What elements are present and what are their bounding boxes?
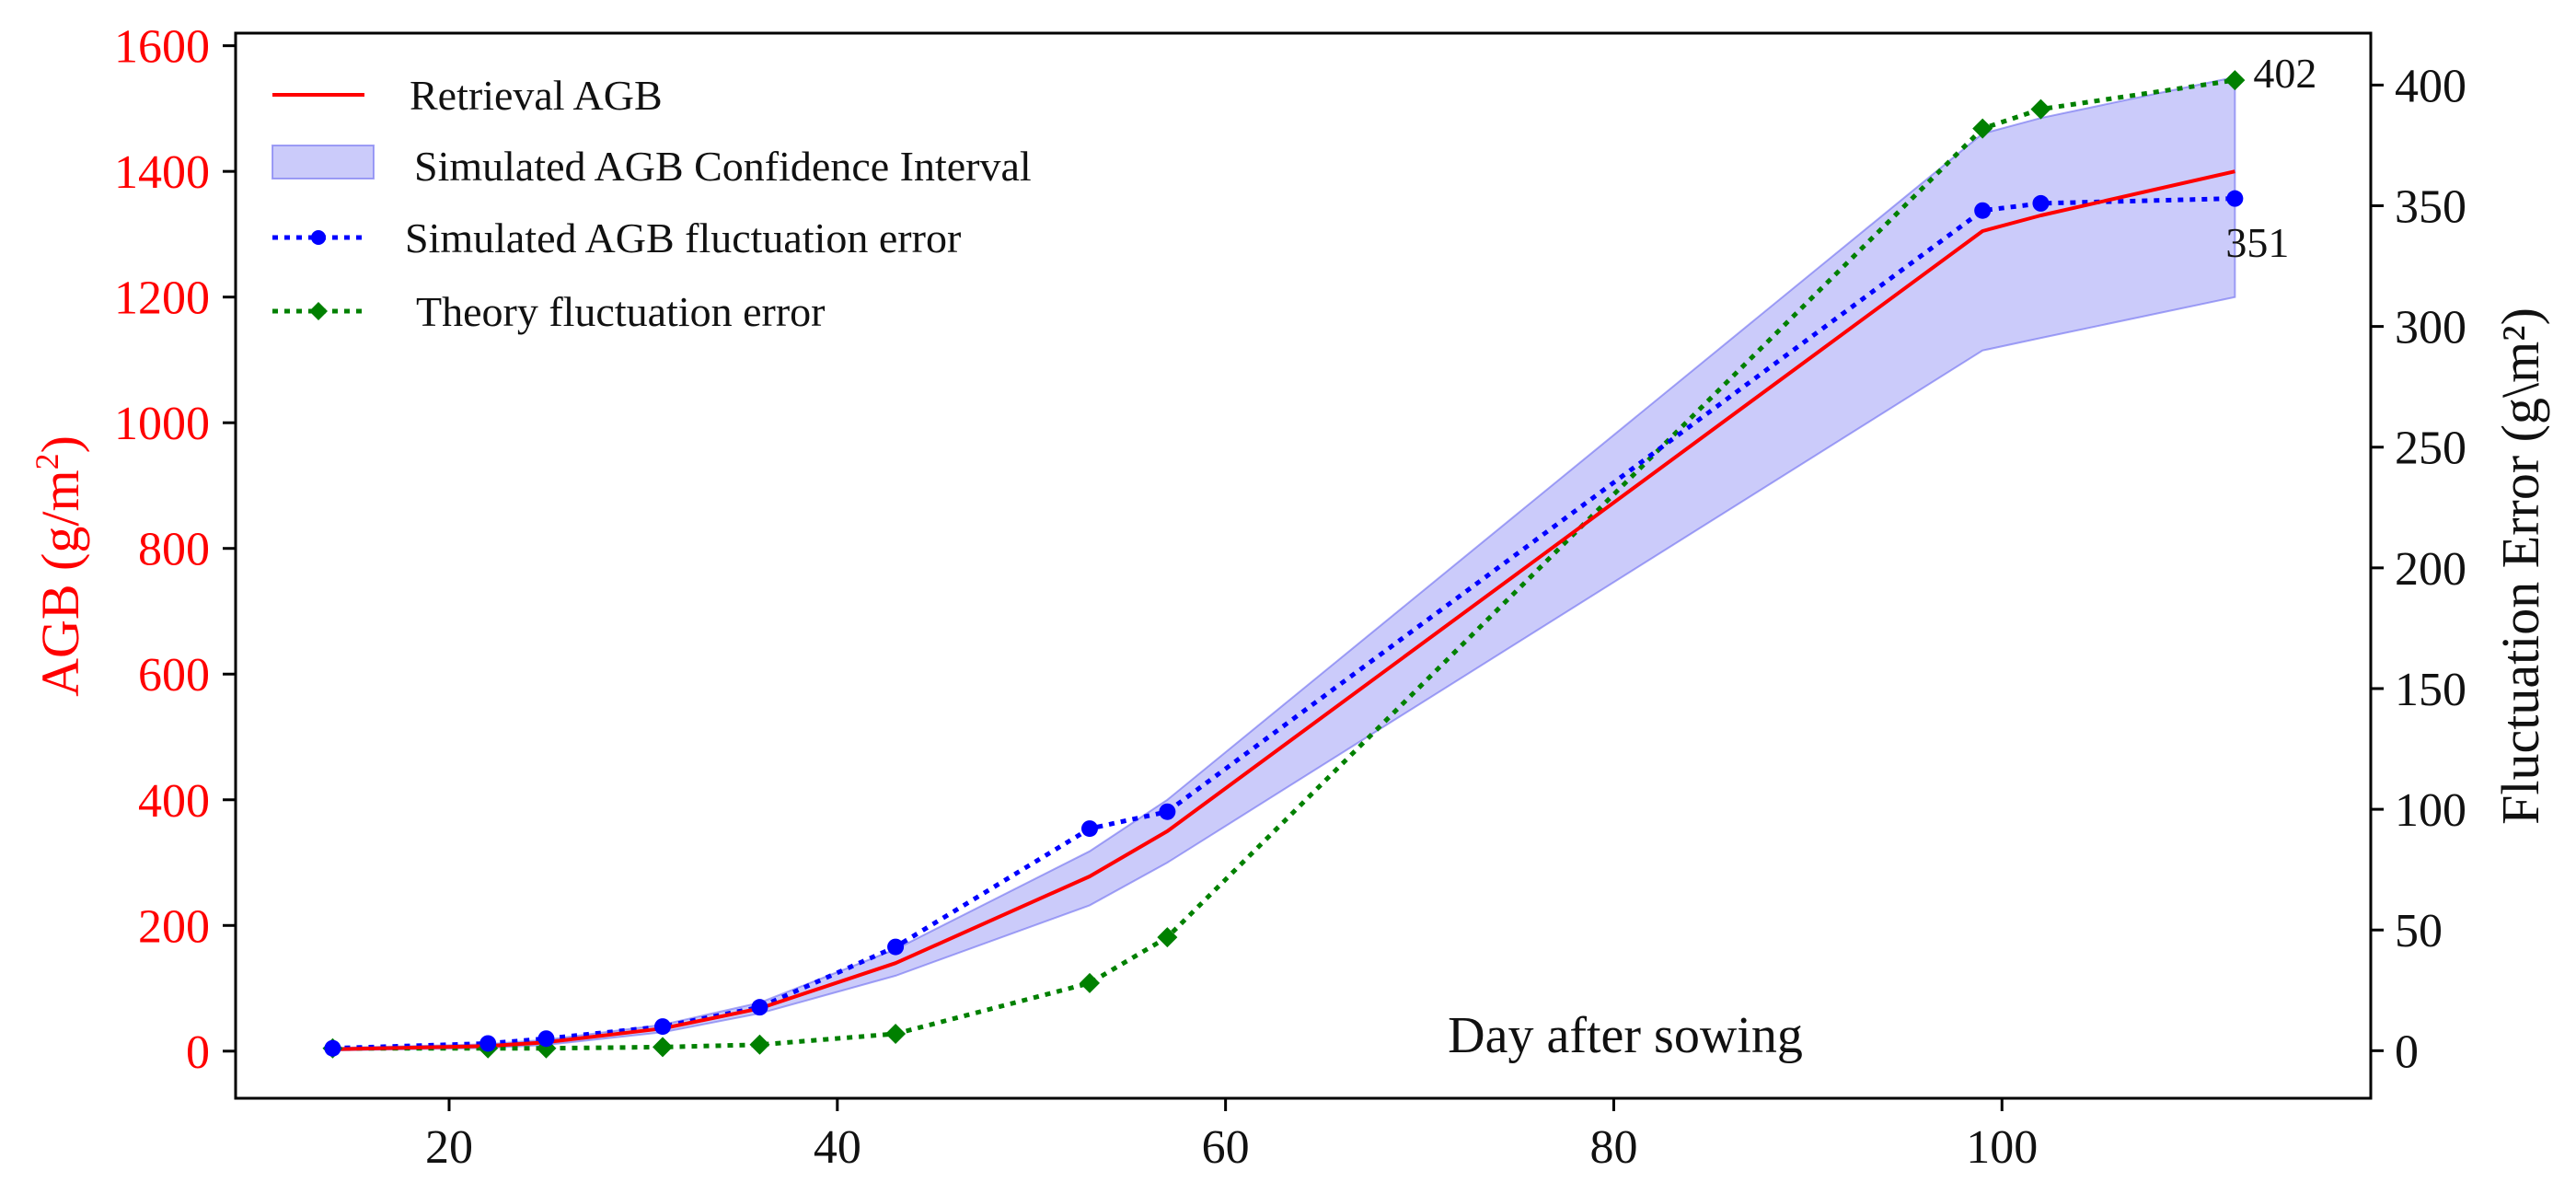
simulated-error-point bbox=[1974, 202, 1992, 219]
x-tick-label: 100 bbox=[1966, 1121, 2038, 1174]
legend-label-confidence-interval: Simulated AGB Confidence Interval bbox=[414, 143, 1032, 190]
theory-error-point bbox=[1157, 927, 1178, 948]
y-right-tick-label: 250 bbox=[2395, 423, 2466, 475]
plot-frame bbox=[234, 31, 2373, 1100]
retrieval-agb-line bbox=[332, 169, 2235, 1051]
y-left-tick-label: 1200 bbox=[114, 272, 210, 325]
y-right-tick-label: 300 bbox=[2395, 302, 2466, 354]
y-right-tick-label: 100 bbox=[2395, 784, 2466, 837]
y-axis-left-label: AGB (g/m2) bbox=[29, 435, 90, 697]
y-left-tick-label: 200 bbox=[138, 900, 210, 953]
y-left-tick-label: 0 bbox=[186, 1026, 210, 1079]
simulated-error-point bbox=[324, 1039, 341, 1057]
theory-error-point bbox=[1972, 118, 1993, 139]
simulated-error-point bbox=[2226, 190, 2244, 207]
annotation-351: 351 bbox=[2225, 219, 2289, 266]
x-tick-label: 60 bbox=[1202, 1121, 1250, 1174]
simulated-error-point bbox=[479, 1035, 497, 1052]
legend-label-theory-error: Theory fluctuation error bbox=[416, 288, 825, 335]
y-right-tick-label: 150 bbox=[2395, 664, 2466, 716]
y-axis-left-label-sup: 2 bbox=[29, 453, 65, 469]
theory-error-point bbox=[653, 1037, 673, 1058]
annotation-402: 402 bbox=[2253, 50, 2316, 97]
y-left-tick-label: 1400 bbox=[114, 146, 210, 199]
legend: Retrieval AGB Simulated AGB Confidence I… bbox=[271, 72, 1032, 335]
y-left-tick-label: 1600 bbox=[114, 21, 210, 74]
simulated-error-point bbox=[1081, 820, 1098, 838]
theory-error-point bbox=[749, 1034, 770, 1055]
y-left-tick-label: 600 bbox=[138, 649, 210, 701]
legend-label-simulated-error: Simulated AGB fluctuation error bbox=[405, 214, 961, 261]
legend-swatch-confidence-interval bbox=[271, 145, 375, 180]
x-axis-label: Day after sowing bbox=[1448, 1007, 1803, 1064]
x-tick-label: 20 bbox=[425, 1121, 473, 1174]
legend-marker-simulated-error bbox=[311, 230, 326, 245]
y-right-tick-label: 200 bbox=[2395, 543, 2466, 596]
y-axis-right-label: Fluctuation Error (g\m²) bbox=[2490, 307, 2550, 825]
y-left-tick-label: 800 bbox=[138, 524, 210, 576]
confidence-band bbox=[331, 75, 2236, 1052]
simulated-error-point bbox=[887, 938, 905, 956]
y-right-tick-label: 50 bbox=[2395, 905, 2443, 957]
y-right-tick-label: 0 bbox=[2395, 1026, 2419, 1078]
y-left-tick-label: 400 bbox=[138, 775, 210, 828]
simulated-error-point bbox=[751, 999, 768, 1016]
theory-error-point bbox=[1080, 972, 1100, 993]
simulated-error-point bbox=[654, 1018, 671, 1036]
theory-error-point bbox=[2030, 99, 2051, 120]
simulated-error-point bbox=[1159, 803, 1176, 820]
y-left-tick-label: 1000 bbox=[114, 398, 210, 450]
y-right-tick-label: 400 bbox=[2395, 60, 2466, 112]
legend-marker-theory-error bbox=[309, 302, 328, 320]
y-right-tick-label: 350 bbox=[2395, 181, 2466, 234]
simulated-error-point bbox=[2032, 194, 2050, 212]
simulated-error-point bbox=[537, 1030, 555, 1048]
legend-label-retrieval-agb: Retrieval AGB bbox=[410, 72, 663, 119]
theory-error-point bbox=[885, 1023, 907, 1044]
x-tick-label: 80 bbox=[1589, 1121, 1637, 1174]
theory-error-point bbox=[2224, 70, 2246, 91]
x-tick-label: 40 bbox=[814, 1121, 861, 1174]
y-axis-left-label-close: ) bbox=[30, 435, 90, 453]
